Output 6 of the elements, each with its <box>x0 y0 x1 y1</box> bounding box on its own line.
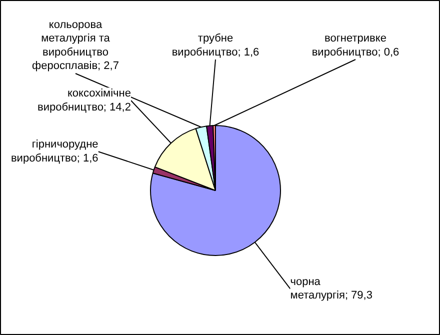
slice-label: вогнетривке виробництво; 0,6 <box>312 32 400 58</box>
slice-label: чорна металургія; 79,3 <box>290 276 372 302</box>
slice-label: гірничорудне виробництво; 1,6 <box>10 138 98 164</box>
slice-label: трубне виробництво; 1,6 <box>172 32 260 58</box>
slice-label: коксохімічне виробництво; 14,2 <box>38 88 131 114</box>
slice-label: кольорова металургія та виробництво феросплавів; 2,7 <box>32 18 119 72</box>
